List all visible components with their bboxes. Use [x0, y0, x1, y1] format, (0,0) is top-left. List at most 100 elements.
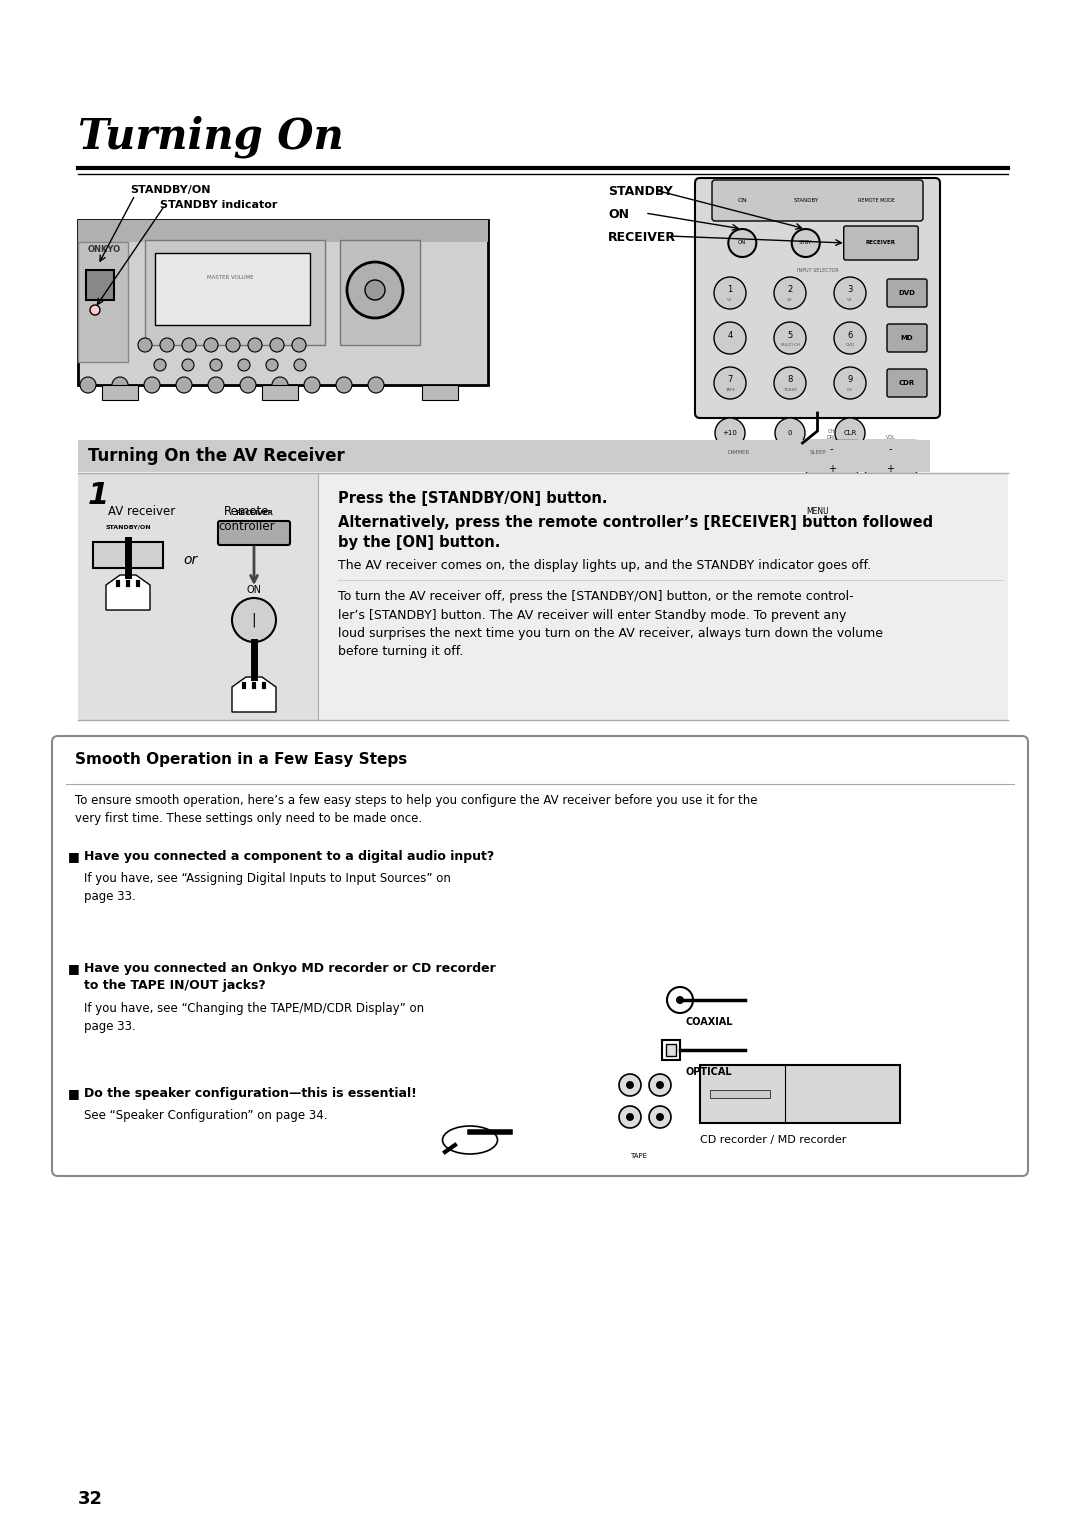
Text: 6: 6	[848, 330, 853, 339]
Circle shape	[365, 280, 384, 299]
Text: Remote
controller: Remote controller	[218, 504, 274, 533]
Text: +: +	[887, 465, 894, 474]
Bar	[806, 460, 858, 478]
Text: If you have, see “Changing the TAPE/MD/CDR Display” on
page 33.: If you have, see “Changing the TAPE/MD/C…	[84, 1002, 424, 1033]
Text: 32: 32	[78, 1490, 103, 1508]
Circle shape	[266, 359, 278, 371]
Text: Alternatively, press the remote controller’s [RECEIVER] button followed: Alternatively, press the remote controll…	[338, 515, 933, 530]
Circle shape	[714, 322, 746, 354]
Circle shape	[90, 306, 100, 315]
Circle shape	[715, 419, 745, 448]
Circle shape	[183, 338, 195, 351]
Text: ONKYO: ONKYO	[87, 244, 121, 254]
Text: |: |	[252, 613, 256, 628]
Circle shape	[368, 377, 384, 393]
Text: ■: ■	[68, 850, 80, 863]
Text: ON: ON	[608, 208, 629, 222]
Bar	[662, 1041, 680, 1060]
Bar	[78, 474, 1008, 720]
Bar	[145, 240, 325, 345]
Text: The AV receiver comes on, the display lights up, and the STANDBY indicator goes : The AV receiver comes on, the display li…	[338, 559, 872, 571]
Circle shape	[154, 359, 166, 371]
Circle shape	[80, 377, 96, 393]
Text: RECEIVER: RECEIVER	[235, 510, 273, 516]
Circle shape	[775, 419, 805, 448]
Text: V2: V2	[787, 298, 793, 303]
Circle shape	[303, 377, 320, 393]
Text: 9: 9	[848, 376, 852, 385]
Text: CDR: CDR	[899, 380, 915, 387]
Circle shape	[656, 1112, 664, 1122]
Bar	[340, 240, 420, 345]
Text: V3: V3	[847, 298, 853, 303]
Bar	[864, 460, 916, 478]
Circle shape	[292, 338, 306, 351]
Text: VOL: VOL	[886, 435, 895, 440]
Text: SLEEP: SLEEP	[809, 451, 826, 455]
FancyBboxPatch shape	[712, 180, 923, 222]
Text: MD: MD	[901, 335, 914, 341]
Circle shape	[774, 322, 806, 354]
Bar	[78, 220, 488, 241]
FancyBboxPatch shape	[696, 177, 940, 419]
Bar	[864, 440, 916, 458]
Text: 5: 5	[787, 330, 793, 339]
Text: Do the speaker configuration—this is essential!: Do the speaker configuration—this is ess…	[84, 1086, 417, 1100]
Circle shape	[183, 359, 194, 371]
Text: +: +	[827, 465, 836, 474]
Circle shape	[649, 1074, 671, 1096]
Circle shape	[138, 338, 152, 351]
Bar	[78, 220, 488, 385]
Circle shape	[656, 1080, 664, 1089]
FancyBboxPatch shape	[843, 226, 918, 260]
Text: 4: 4	[727, 330, 732, 339]
Circle shape	[626, 1112, 634, 1122]
Text: ON: ON	[738, 240, 746, 246]
Text: 8: 8	[787, 376, 793, 385]
Bar	[93, 542, 163, 568]
Bar	[156, 254, 310, 325]
Text: STANDBY/ON: STANDBY/ON	[105, 524, 151, 530]
Circle shape	[728, 229, 756, 257]
Text: MASTER VOLUME: MASTER VOLUME	[206, 275, 254, 280]
Text: STANDBY: STANDBY	[793, 199, 819, 203]
Bar	[102, 385, 138, 400]
Circle shape	[714, 277, 746, 309]
Text: by the [ON] button.: by the [ON] button.	[338, 535, 500, 550]
Text: CD: CD	[847, 388, 853, 393]
Circle shape	[676, 996, 684, 1004]
Circle shape	[294, 359, 306, 371]
Circle shape	[112, 377, 129, 393]
Text: -: -	[829, 445, 834, 454]
Text: 3: 3	[848, 286, 853, 295]
Text: +10: +10	[723, 429, 738, 435]
Text: RECEIVER: RECEIVER	[866, 240, 896, 246]
FancyBboxPatch shape	[887, 368, 927, 397]
Text: CD recorder / MD recorder: CD recorder / MD recorder	[700, 1135, 847, 1144]
Text: -: -	[889, 445, 892, 454]
Circle shape	[835, 419, 865, 448]
Circle shape	[649, 1106, 671, 1128]
Circle shape	[210, 359, 222, 371]
Text: Smooth Operation in a Few Easy Steps: Smooth Operation in a Few Easy Steps	[75, 752, 407, 767]
Bar	[710, 1089, 770, 1099]
Text: V1: V1	[727, 298, 732, 303]
Text: ■: ■	[68, 1086, 80, 1100]
Text: 2: 2	[787, 286, 793, 295]
Text: TAPE: TAPE	[725, 388, 735, 393]
Text: TUNER: TUNER	[783, 388, 797, 393]
Circle shape	[834, 277, 866, 309]
Text: or: or	[183, 553, 198, 567]
Circle shape	[347, 261, 403, 318]
Text: TAPE: TAPE	[630, 1154, 647, 1160]
Text: REMOTE MODE: REMOTE MODE	[858, 199, 894, 203]
Text: Turning On: Turning On	[78, 115, 343, 157]
Text: MENU: MENU	[806, 507, 828, 516]
Text: INPUT SELECTOR: INPUT SELECTOR	[797, 269, 838, 274]
Bar	[422, 385, 458, 400]
Text: ■: ■	[68, 963, 80, 975]
Bar	[262, 385, 298, 400]
Polygon shape	[106, 575, 150, 610]
Text: 7: 7	[727, 376, 732, 385]
Circle shape	[160, 338, 174, 351]
